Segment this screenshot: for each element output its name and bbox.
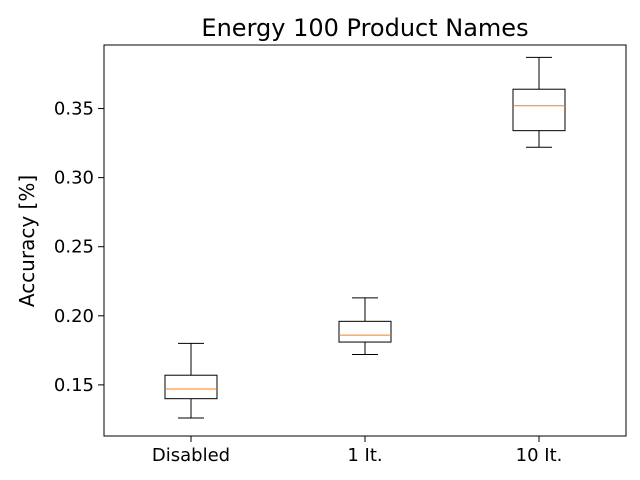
y-tick-label: 0.15	[54, 375, 94, 396]
box-1	[338, 320, 392, 343]
plot-frame	[103, 44, 627, 437]
x-tick-label: Disabled	[152, 445, 230, 466]
x-tick-label: 1 It.	[347, 445, 382, 466]
x-tick-label: 10 It.	[516, 445, 563, 466]
y-tick-label: 0.30	[54, 168, 94, 189]
plot-area: 0.15 0.20 0.25 0.30 0.35 Disabled 1 It. 10 It.	[54, 44, 627, 466]
y-axis-label: Accuracy [%]	[15, 175, 39, 307]
y-tick-label: 0.25	[54, 237, 94, 258]
box-0	[164, 374, 218, 400]
chart-title: Energy 100 Product Names	[201, 14, 528, 42]
y-tick-label: 0.20	[54, 306, 94, 327]
y-tick-label: 0.35	[54, 99, 94, 120]
box-2	[512, 88, 566, 132]
